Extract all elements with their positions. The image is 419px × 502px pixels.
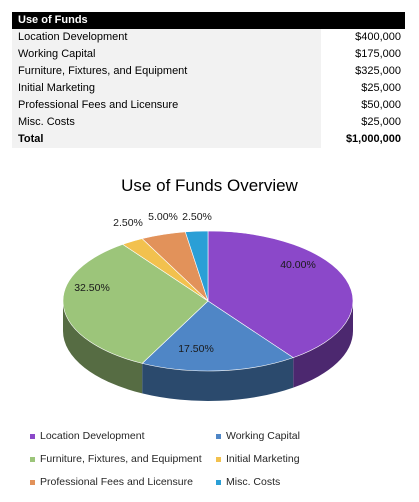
legend-item: Location Development bbox=[30, 430, 144, 442]
data-label: 5.00% bbox=[148, 211, 178, 223]
pie-slice bbox=[184, 230, 209, 302]
table-row: Misc. Costs $25,000 bbox=[12, 114, 405, 131]
row-label: Professional Fees and Licensure bbox=[18, 99, 179, 111]
legend-swatch bbox=[216, 456, 221, 462]
row-label: Working Capital bbox=[18, 48, 96, 60]
total-label: Total bbox=[18, 133, 44, 145]
data-label: 32.50% bbox=[74, 282, 110, 294]
legend-swatch bbox=[30, 433, 35, 439]
legend-label: Working Capital bbox=[226, 430, 300, 442]
legend-label: Location Development bbox=[40, 430, 145, 442]
legend-label: Professional Fees and Licensure bbox=[40, 476, 193, 488]
row-value: $50,000 bbox=[361, 99, 401, 111]
data-label: 2.50% bbox=[182, 211, 212, 223]
table-row: Working Capital $175,000 bbox=[12, 46, 405, 63]
legend-label: Initial Marketing bbox=[226, 453, 300, 465]
legend-item: Professional Fees and Licensure bbox=[30, 476, 193, 488]
row-value: $400,000 bbox=[355, 31, 401, 43]
data-label: 40.00% bbox=[280, 259, 316, 271]
legend-item: Initial Marketing bbox=[216, 453, 300, 465]
row-value: $175,000 bbox=[355, 48, 401, 60]
legend-swatch bbox=[30, 479, 35, 485]
chart-title: Use of Funds Overview bbox=[121, 176, 298, 195]
table-row: Furniture, Fixtures, and Equipment $325,0… bbox=[12, 63, 405, 80]
total-value: $1,000,000 bbox=[345, 133, 401, 145]
data-label: 2.50% bbox=[113, 217, 143, 229]
row-label: Misc. Costs bbox=[18, 116, 75, 128]
use-of-funds-table: Use of Funds Location Development $400,00… bbox=[12, 12, 405, 148]
data-label: 17.50% bbox=[178, 343, 214, 355]
pie-slice bbox=[141, 300, 294, 372]
legend-item: Working Capital bbox=[216, 430, 300, 442]
pie-slice-side bbox=[142, 357, 294, 401]
legend-swatch bbox=[30, 456, 35, 462]
table-total-row: Total $1,000,000 bbox=[12, 131, 405, 148]
legend-item: Furniture, Fixtures, and Equipment bbox=[30, 453, 202, 465]
legend-label: Misc. Costs bbox=[226, 476, 281, 488]
row-label: Furniture, Fixtures, and Equipment bbox=[18, 65, 188, 77]
pie-slice bbox=[207, 230, 354, 358]
table-row: Location Development $400,000 bbox=[12, 29, 405, 46]
table-row: Professional Fees and Licensure $50,000 bbox=[12, 97, 405, 114]
legend-label: Furniture, Fixtures, and Equipment bbox=[40, 453, 202, 465]
legend-item: Misc. Costs bbox=[216, 476, 280, 488]
row-value: $25,000 bbox=[361, 116, 401, 128]
legend-swatch bbox=[216, 479, 221, 485]
row-label: Location Development bbox=[18, 31, 128, 43]
row-label: Initial Marketing bbox=[18, 82, 96, 94]
pie-slice-side bbox=[293, 301, 353, 388]
table-header: Use of Funds bbox=[12, 12, 405, 29]
pie-slice bbox=[62, 244, 209, 364]
row-value: $325,000 bbox=[355, 65, 401, 77]
row-value: $25,000 bbox=[361, 82, 401, 94]
pie-slice-side bbox=[63, 301, 143, 394]
table-row: Initial Marketing $25,000 bbox=[12, 80, 405, 97]
legend-swatch bbox=[216, 433, 221, 439]
